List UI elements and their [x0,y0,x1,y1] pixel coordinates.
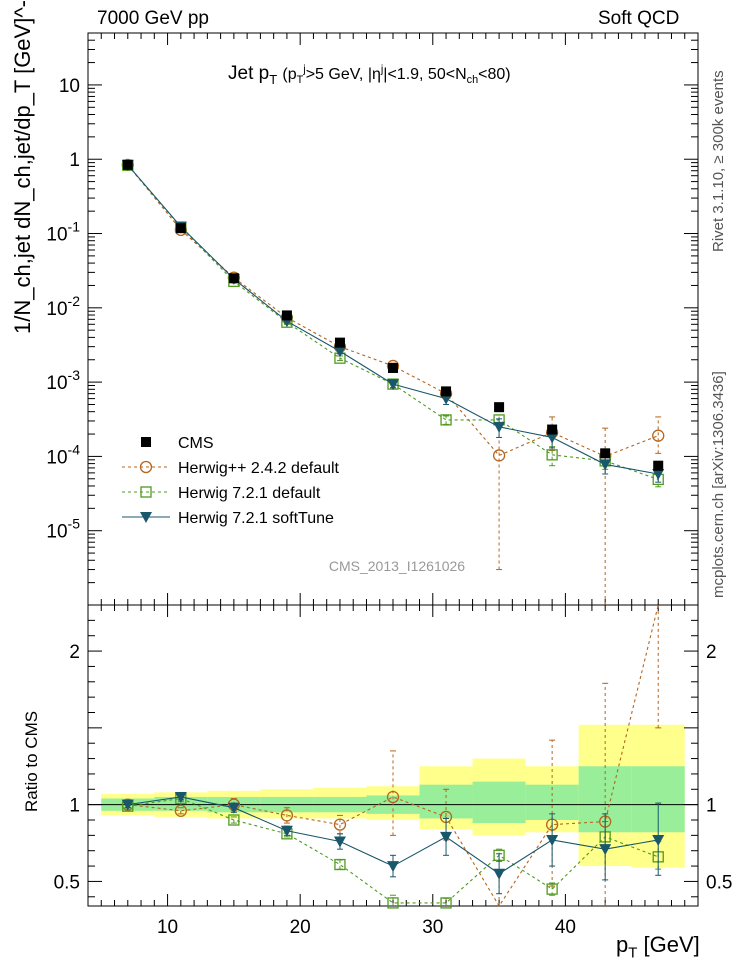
legend-label: CMS [178,435,214,452]
ratio-point-herwig-2-4-2-default [333,818,347,831]
point-herwig-7-2-1-default [440,414,452,426]
y-tick-exp: -5 [68,516,81,532]
ratio-y-tick-label: 0.5 [54,872,80,893]
y-tick-exp: -4 [68,441,81,457]
point-cms [441,386,452,397]
legend: CMS Herwig++ 2.4.2 default Herwig 7.2.1 de… [122,435,340,527]
point-herwig-7-2-1-softtune [652,468,665,480]
point-cms [122,159,133,170]
point-herwig-7-2-1-softtune [333,346,346,358]
ratio-point-herwig-7-2-1-softtune [652,834,665,846]
ratio-y-tick-label: 1 [69,796,80,817]
header-energy: 7000 GeV pp [97,8,209,29]
legend-label: Herwig 7.2.1 default [178,485,321,502]
point-herwig-7-2-1-default [546,449,558,461]
y-tick-label: 10-3 [46,367,80,394]
y-tick-label: 10 [59,76,80,97]
ratio-point-herwig-7-2-1-default [546,883,558,895]
y-tick-base: 10 [46,299,67,320]
point-cms [547,424,558,435]
y-tick-label: 10-2 [46,293,80,320]
plot-title: Jet pT (pTj>5 GeV, |ηj|<1.9, 50<Nch<80) [228,63,511,87]
legend-label: Herwig 7.2.1 softTune [178,510,334,527]
ratio-point-herwig-7-2-1-default [440,897,452,909]
series-line-herwig-7-2-1-softtune [127,164,659,475]
ratio-point-herwig-7-2-1-softtune [440,831,453,843]
ratio-point-herwig-7-2-1-softtune [174,791,187,803]
y-tick-label: 10-1 [46,219,80,246]
ratio-point-herwig-2-4-2-default [280,809,294,822]
point-herwig-7-2-1-softtune [387,379,399,391]
data-marks [121,158,665,909]
legend-marker [140,486,152,498]
ratio-point-herwig-7-2-1-softtune [599,844,612,856]
x-tick-label: 40 [555,917,576,938]
series-line-herwig-2-4-2-default [127,164,659,458]
legend-marker [140,512,152,523]
legend-marker [139,460,153,474]
ratio-point-herwig-7-2-1-softtune [121,799,134,811]
ratio-y-tick-label-right: 1 [706,796,717,817]
x-tick-label: 20 [290,917,311,938]
ratio-point-herwig-7-2-1-softtune [333,836,346,848]
ratio-point-herwig-2-4-2-default [386,790,400,804]
point-cms [494,402,505,413]
point-cms [334,337,345,348]
ratio-point-herwig-7-2-1-default [228,814,240,826]
plot-title-sub: T [269,71,278,87]
legend-label: Herwig++ 2.4.2 default [178,460,340,477]
y-tick-label: 10-4 [46,441,80,468]
ratio-point-herwig-7-2-1-softtune [280,825,293,837]
ratio-line-herwig-7-2-1-default [127,797,659,904]
point-cms [388,362,398,373]
point-cms [653,460,664,471]
y-tick-exp: -3 [68,367,81,383]
ratio-point-herwig-2-4-2-default [174,804,187,817]
ratio-point-herwig-7-2-1-default [387,897,399,909]
x-axis-title: pT [GeV] [616,932,700,962]
legend-marker [141,437,151,447]
header-category: Soft QCD [598,8,680,29]
point-cms [175,223,186,234]
plot-title-main: Jet p [228,63,270,84]
x-tick-label: 30 [422,917,443,938]
point-herwig-7-2-1-softtune [599,459,612,471]
ratio-point-herwig-7-2-1-softtune [227,802,240,814]
ratio-point-herwig-7-2-1-default [334,858,346,871]
y-tick-label: 1 [69,150,80,171]
ratio-band-inner [472,781,526,824]
point-cms [281,310,292,321]
point-herwig-2-4-2-default [492,449,506,462]
y-tick-label: 10-5 [46,516,80,543]
point-cms [600,448,611,459]
point-herwig-7-2-1-softtune [493,421,506,433]
y-tick-base: 10 [46,522,67,543]
y-tick-base: 10 [46,447,67,468]
y-tick-base: 10 [46,225,67,246]
x-tick-label: 10 [157,917,178,938]
ratio-point-herwig-7-2-1-softtune [546,834,559,846]
y-tick-exp: -2 [68,293,81,309]
point-cms [228,273,239,284]
point-herwig-2-4-2-default [652,429,665,442]
y-tick-base: 10 [46,373,67,394]
ratio-point-herwig-7-2-1-softtune [387,861,399,873]
ratio-y-tick-label-right: 2 [706,642,717,663]
point-herwig-7-2-1-softtune [546,432,559,444]
ratio-point-herwig-7-2-1-softtune [493,868,506,880]
y-tick-exp: -1 [68,219,81,235]
series-line-herwig-7-2-1-default [127,164,659,480]
plot-title-cuts: (pTj>5 GeV, |ηj|<1.9, 50<Nch<80) [282,63,511,87]
ratio-y-tick-label-right: 0.5 [706,872,732,893]
analysis-id-label: CMS_2013_I1261026 [329,558,465,574]
ratio-y-tick-label: 2 [69,642,80,663]
